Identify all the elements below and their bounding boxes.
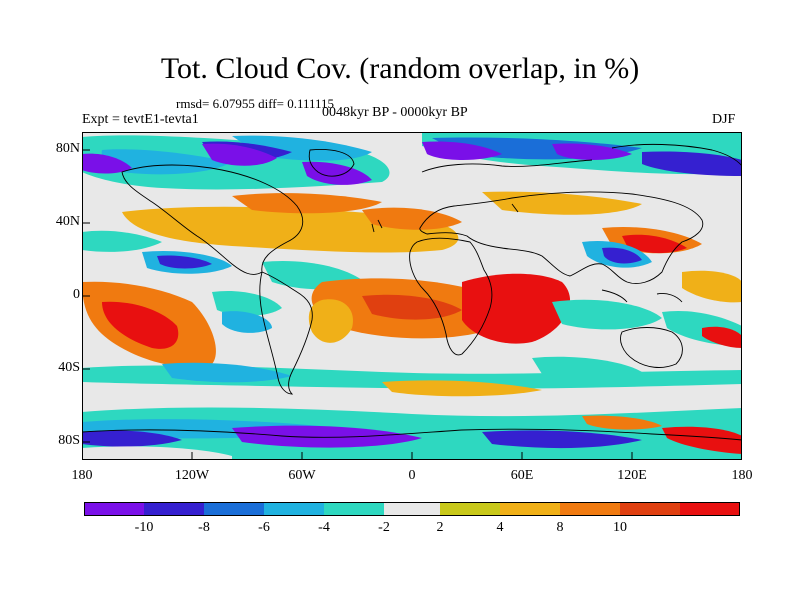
lat-label-80s: 80S — [58, 433, 80, 448]
lat-label-40n: 40N — [55, 214, 80, 229]
colorbar-label-8: 10 — [613, 520, 627, 535]
lon-label-60w: 60W — [288, 468, 316, 483]
plot-title: Tot. Cloud Cov. (random overlap, in %) — [160, 52, 640, 85]
colorbar-swatch-0 — [84, 502, 144, 516]
colorbar-swatch-7 — [500, 502, 560, 516]
season-label: DJF — [712, 112, 736, 127]
colorbar-swatch-9 — [620, 502, 680, 516]
colorbar-label-1: -8 — [198, 520, 210, 535]
map-frame — [82, 132, 742, 460]
experiment-label: Expt = tevtE1-tevta1 — [82, 112, 199, 127]
colorbar-label-3: -4 — [318, 520, 330, 535]
colorbar-swatch-3 — [264, 502, 324, 516]
period-label: 0048kyr BP - 0000kyr BP — [322, 105, 468, 120]
colorbar-swatch-5 — [384, 502, 440, 516]
lon-label-180e: 180 — [731, 468, 753, 483]
colorbar — [84, 502, 740, 516]
cloud-cover-map — [82, 132, 742, 460]
colorbar-swatch-4 — [324, 502, 384, 516]
lon-label-120e: 120E — [617, 468, 647, 483]
colorbar-swatch-8 — [560, 502, 620, 516]
field-blobs — [82, 132, 742, 460]
lat-label-80n: 80N — [55, 141, 80, 156]
lon-label-120w: 120W — [174, 468, 210, 483]
colorbar-swatch-6 — [440, 502, 500, 516]
colorbar-label-7: 8 — [556, 520, 564, 535]
stats-text: rmsd= 6.07955 diff= 0.111115 — [176, 96, 335, 111]
colorbar-label-4: -2 — [378, 520, 390, 535]
lon-label-180w: 180 — [71, 468, 93, 483]
map-ticks — [82, 149, 633, 460]
colorbar-label-2: -6 — [258, 520, 270, 535]
colorbar-frame — [84, 502, 740, 516]
coastlines — [82, 143, 742, 441]
lat-label-0: 0 — [73, 287, 80, 302]
lon-label-60e: 60E — [510, 468, 534, 483]
colorbar-label-5: 2 — [436, 520, 444, 535]
colorbar-swatch-2 — [204, 502, 264, 516]
colorbar-label-0: -10 — [134, 520, 154, 535]
colorbar-label-6: 4 — [496, 520, 504, 535]
lon-label-0: 0 — [408, 468, 416, 483]
colorbar-swatch-10 — [680, 502, 740, 516]
colorbar-swatch-1 — [144, 502, 204, 516]
lat-label-40s: 40S — [58, 360, 80, 375]
